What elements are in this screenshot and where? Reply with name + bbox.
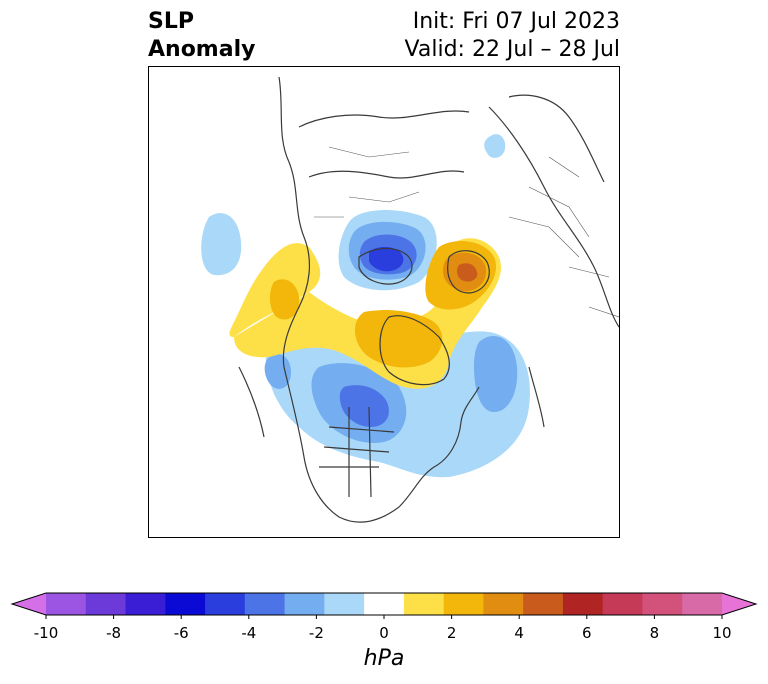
colorbar-outline — [10, 592, 758, 616]
colorbar-tick-label: 10 — [712, 624, 732, 642]
colorbar-segment — [483, 593, 524, 615]
colorbar-segment — [284, 593, 325, 615]
colorbar-segment — [602, 593, 643, 615]
valid-range-label: Valid: 22 Jul – 28 Jul — [404, 37, 620, 62]
title-line-2: Anomaly — [148, 37, 256, 62]
neg-anomaly-darker-arctic — [369, 246, 404, 272]
colorbar — [10, 592, 758, 619]
colorbar-tick-label: 8 — [649, 624, 660, 642]
colorbar-segment — [324, 593, 365, 615]
title-line-1: SLP — [148, 9, 194, 34]
borders — [314, 146, 619, 318]
colorbar-segment — [642, 593, 683, 615]
neg-anomaly-pacific — [201, 213, 242, 276]
colorbar-segment — [403, 593, 445, 615]
colorbar-extend-high — [722, 593, 756, 615]
colorbar-tick-label: -4 — [241, 624, 257, 642]
map-subtitle: Init: Fri 07 Jul 2023 Valid: 22 Jul – 28… — [405, 8, 620, 64]
neg-anomaly-mid-atlantic — [474, 335, 518, 412]
colorbar-segment — [443, 593, 484, 615]
colorbar-segment — [46, 593, 87, 615]
colorbar-tick-label: 6 — [582, 624, 592, 642]
colorbar-ticks — [45, 615, 723, 619]
neg-anomaly-dark-canada — [339, 385, 389, 427]
anomaly-map — [201, 76, 619, 523]
colorbar-segment — [682, 593, 723, 615]
colorbar-segment — [125, 593, 166, 615]
map-panel — [148, 66, 620, 538]
colorbar-segment — [165, 593, 206, 615]
colorbar-tick-label: -2 — [308, 624, 324, 642]
init-date-label: Init: Fri 07 Jul 2023 — [412, 9, 620, 34]
neg-anomaly-siberia — [484, 134, 506, 158]
colorbar-tick-label: 0 — [379, 624, 389, 642]
colorbar-tick-label: -10 — [33, 624, 59, 642]
map-title: SLP Anomaly — [148, 8, 255, 64]
colorbar-tick-label: -6 — [173, 624, 189, 642]
colorbar-segment — [523, 593, 564, 615]
colorbar-segment — [205, 593, 246, 615]
neg-anomaly-mid-pacific — [264, 353, 291, 389]
colorbar-segment — [562, 593, 604, 615]
colorbar-segment — [85, 593, 127, 615]
pos-anomaly-mid-west — [269, 279, 300, 320]
colorbar-tick-label: -8 — [106, 624, 122, 642]
colorbar-extend-low — [12, 593, 46, 615]
colorbar-segment — [244, 593, 286, 615]
pos-anomaly-mid-center — [354, 310, 443, 368]
colorbar-segments — [12, 593, 756, 615]
colorbar-segment — [364, 593, 405, 615]
colorbar-unit-label: hPa — [363, 646, 405, 671]
coastlines — [238, 76, 619, 523]
colorbar-tick-label: 2 — [446, 624, 457, 642]
colorbar-tick-label: 4 — [514, 624, 524, 642]
pos-anomaly-darker-east — [456, 263, 478, 282]
